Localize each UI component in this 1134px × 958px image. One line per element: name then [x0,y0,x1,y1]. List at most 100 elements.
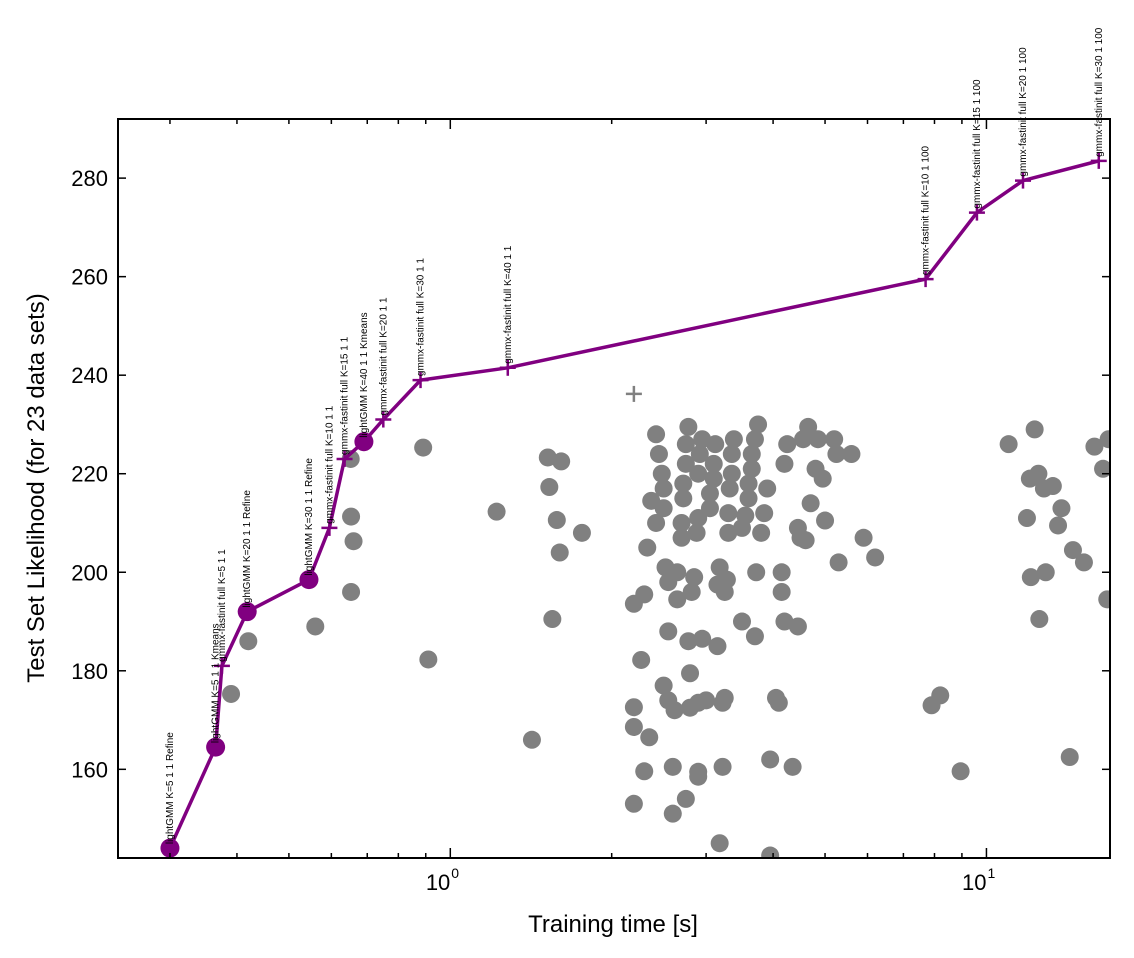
other-point [689,464,708,483]
other-point [647,513,666,532]
y-tick-label: 180 [71,659,108,684]
other-point [552,452,571,471]
y-tick-label: 240 [71,363,108,388]
frontier-point-circle [299,570,319,590]
other-point [676,454,695,473]
frontier-point-circle [160,838,180,858]
other-point [239,632,258,651]
other-points-layer [222,385,1110,858]
other-point [342,507,361,526]
other-point [736,506,755,525]
y-tick-label: 280 [71,166,108,191]
other-point [572,523,591,542]
frontier-point-label: gmmx-fastinit full K=15 1 100 [972,79,983,209]
x-axis-label: Training time [s] [528,911,698,938]
other-point [719,504,738,523]
frontier-point-label: lightGMM K=5 1 1 Refine [165,732,176,844]
point-labels-layer: lightGMM K=5 1 1 Refine lightGMM K=5 1 1 … [165,27,1105,844]
other-point [697,691,716,710]
other-point [693,629,712,648]
other-point [931,686,950,705]
other-plus-point [625,385,642,402]
other-point [654,479,673,498]
other-point [419,650,438,669]
frontier-point-label: lightGMM K=30 1 1 Refine [304,458,315,576]
other-point [674,474,693,493]
other-point [663,757,682,776]
other-point [659,622,678,641]
other-point [1074,553,1093,572]
other-point [663,804,682,823]
other-point [720,479,739,498]
other-point [640,728,659,747]
other-point [550,543,569,562]
other-point [647,425,666,444]
other-point [635,585,654,604]
other-point [700,499,719,518]
frontier-point-plus [412,372,429,389]
frontier-point-label: gmmx-fastinit full K=30 1 1 [416,258,427,377]
other-point [715,688,734,707]
other-point [543,610,562,629]
other-point [854,528,873,547]
other-point [222,684,241,703]
frontier-point-label: gmmx-fastinit full K=15 1 1 [340,336,351,455]
other-point [713,757,732,776]
other-point [1043,477,1062,496]
frontier-point-plus [1015,172,1032,189]
other-point [1049,516,1068,535]
frontier-point-label: gmmx-fastinit full K=20 1 100 [1018,47,1029,177]
other-point [682,582,701,601]
frontier-point-label: lightGMM K=5 1 1 Kmeans [211,623,222,743]
frontier-point-label: lightGMM K=40 1 1 Kmeans [359,312,370,437]
other-point [668,590,687,609]
frontier-point-circle [206,737,226,757]
other-point [1060,748,1079,767]
frontier-point-label: gmmx-fastinit full K=30 1 100 [1094,27,1105,157]
y-tick-label: 160 [71,757,108,782]
other-point [704,469,723,488]
other-point [624,794,643,813]
other-point [755,504,774,523]
other-point [674,489,693,508]
other-point [706,435,725,454]
other-point [745,430,764,449]
other-point [632,650,651,669]
frontier-point-label: gmmx-fastinit full K=5 1 1 [217,549,228,662]
y-tick-label: 260 [71,265,108,290]
other-point [547,511,566,530]
other-point [414,438,433,457]
other-point [783,757,802,776]
frontier-point-plus [213,657,230,674]
y-tick-label: 200 [71,560,108,585]
other-point [747,563,766,582]
other-point [999,435,1018,454]
other-point [796,531,815,550]
other-point [344,532,363,551]
other-point [624,717,643,736]
other-point [1029,464,1048,483]
other-point [772,582,791,601]
other-point [1085,437,1104,456]
frontier-point-plus [968,204,985,221]
other-point [635,762,654,781]
other-point [704,454,723,473]
other-point [676,435,695,454]
x-tick-exponent: 1 [987,865,995,881]
frontier-point-circle [354,432,374,452]
other-point [708,637,727,656]
frontier-layer [160,152,1107,858]
other-point [761,846,780,858]
other-point [690,445,709,464]
other-point [681,664,700,683]
other-point [649,445,668,464]
other-point [342,582,361,601]
other-point [1036,563,1055,582]
other-point [1052,499,1071,518]
other-point [842,445,861,464]
other-point [742,459,761,478]
other-point [724,430,743,449]
other-point [827,445,846,464]
other-point [866,548,885,567]
